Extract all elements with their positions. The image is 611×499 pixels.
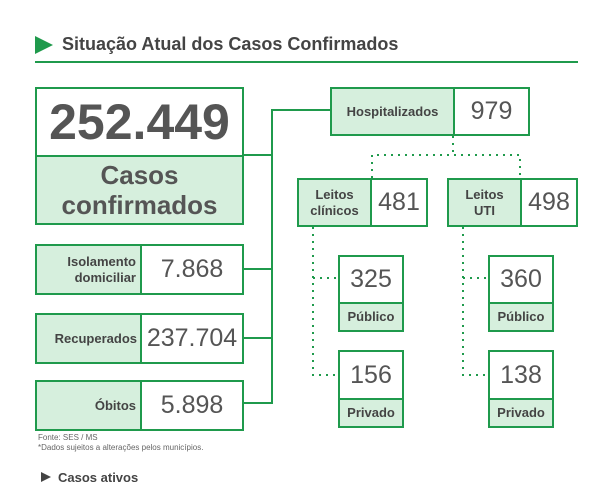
category-label: Isolamento domiciliar [35,244,142,295]
hospitalized-value: 979 [453,87,530,136]
total-label: Casos confirmados [35,155,244,225]
sector-value: 360 [488,255,554,304]
category-value: 237.704 [140,313,244,364]
note: *Dados sujeitos a alterações pelos munic… [38,443,204,452]
title: Situação Atual dos Casos Confirmados [62,34,399,54]
category-value: 7.868 [140,244,244,295]
sector-label: Privado [488,398,554,428]
sector-label: Privado [338,398,404,428]
category-value: 5.898 [140,380,244,431]
sector-label: Público [338,302,404,332]
total-value: 252.449 [35,87,244,157]
sector-value: 325 [338,255,404,304]
category-label: Óbitos [35,380,142,431]
solid-connectors [244,109,330,404]
unit-label: Leitos UTI [447,178,522,227]
sector-value: 156 [338,350,404,400]
unit-value: 481 [370,178,428,227]
hospitalized-label: Hospitalizados [330,87,455,136]
unit-label: Leitos clínicos [297,178,372,227]
unit-value: 498 [520,178,578,227]
dotted-connectors [312,136,521,376]
source: Fonte: SES / MS [38,433,98,442]
sector-value: 138 [488,350,554,400]
title-icon [35,36,53,54]
section-title: Casos ativos [58,470,139,485]
sector-label: Público [488,302,554,332]
category-label: Recuperados [35,313,142,364]
section-icon [41,472,51,482]
